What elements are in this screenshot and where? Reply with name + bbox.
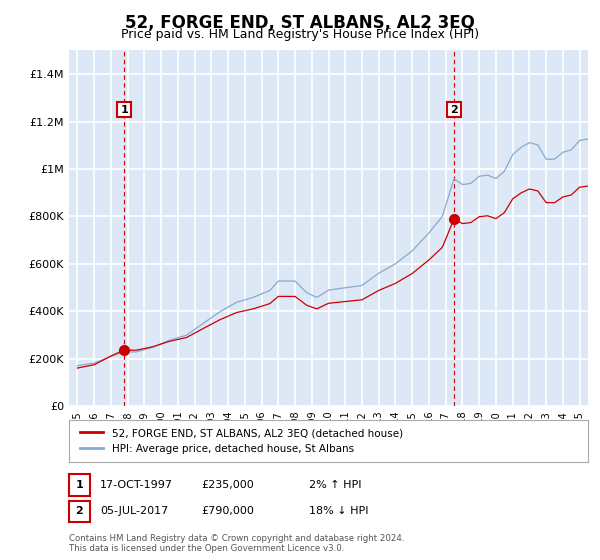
Text: 05-JUL-2017: 05-JUL-2017 [100, 506, 169, 516]
Text: 1: 1 [120, 105, 128, 115]
Text: £235,000: £235,000 [201, 480, 254, 490]
Text: Contains HM Land Registry data © Crown copyright and database right 2024.
This d: Contains HM Land Registry data © Crown c… [69, 534, 404, 553]
Text: 18% ↓ HPI: 18% ↓ HPI [309, 506, 368, 516]
Text: 2: 2 [76, 506, 83, 516]
Text: £790,000: £790,000 [201, 506, 254, 516]
Text: 52, FORGE END, ST ALBANS, AL2 3EQ: 52, FORGE END, ST ALBANS, AL2 3EQ [125, 14, 475, 32]
Text: 2% ↑ HPI: 2% ↑ HPI [309, 480, 361, 490]
Text: 17-OCT-1997: 17-OCT-1997 [100, 480, 173, 490]
Legend: 52, FORGE END, ST ALBANS, AL2 3EQ (detached house), HPI: Average price, detached: 52, FORGE END, ST ALBANS, AL2 3EQ (detac… [74, 422, 409, 460]
Text: 2: 2 [450, 105, 458, 115]
Text: Price paid vs. HM Land Registry's House Price Index (HPI): Price paid vs. HM Land Registry's House … [121, 28, 479, 41]
Text: 1: 1 [76, 480, 83, 490]
